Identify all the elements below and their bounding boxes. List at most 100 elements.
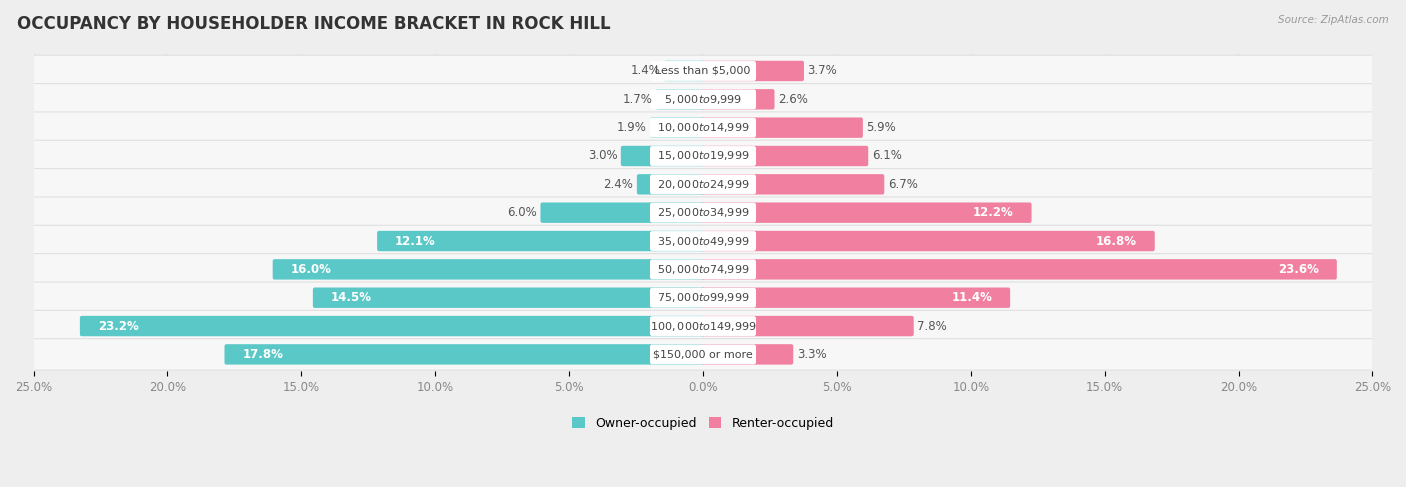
Text: 16.8%: 16.8% — [1095, 235, 1137, 247]
Text: 2.6%: 2.6% — [778, 93, 808, 106]
FancyBboxPatch shape — [540, 203, 704, 223]
Text: 7.8%: 7.8% — [917, 319, 948, 333]
FancyBboxPatch shape — [650, 344, 756, 364]
FancyBboxPatch shape — [314, 287, 704, 308]
Text: 6.0%: 6.0% — [508, 206, 537, 219]
FancyBboxPatch shape — [650, 260, 756, 279]
Text: 2.4%: 2.4% — [603, 178, 633, 191]
Text: 5.9%: 5.9% — [866, 121, 896, 134]
FancyBboxPatch shape — [702, 259, 1337, 280]
Bar — [702, 176, 793, 193]
Text: 3.7%: 3.7% — [807, 64, 837, 77]
FancyBboxPatch shape — [702, 89, 775, 110]
FancyBboxPatch shape — [650, 316, 756, 336]
FancyBboxPatch shape — [30, 84, 1376, 115]
FancyBboxPatch shape — [650, 118, 756, 137]
Bar — [671, 176, 704, 193]
FancyBboxPatch shape — [650, 61, 756, 81]
Bar — [509, 289, 704, 306]
Text: 12.1%: 12.1% — [395, 235, 436, 247]
Bar — [678, 119, 704, 136]
FancyBboxPatch shape — [30, 225, 1376, 257]
Bar — [464, 346, 704, 363]
FancyBboxPatch shape — [702, 316, 914, 336]
Bar — [702, 289, 856, 306]
Legend: Owner-occupied, Renter-occupied: Owner-occupied, Renter-occupied — [568, 412, 838, 435]
FancyBboxPatch shape — [650, 288, 756, 308]
Text: 11.4%: 11.4% — [952, 291, 993, 304]
FancyBboxPatch shape — [702, 174, 884, 194]
Text: 1.9%: 1.9% — [617, 121, 647, 134]
Text: 23.6%: 23.6% — [1278, 263, 1319, 276]
Text: $5,000 to $9,999: $5,000 to $9,999 — [664, 93, 742, 106]
Bar — [702, 318, 807, 335]
FancyBboxPatch shape — [702, 146, 869, 166]
Text: $150,000 or more: $150,000 or more — [654, 349, 752, 359]
FancyBboxPatch shape — [30, 338, 1376, 370]
Text: Source: ZipAtlas.com: Source: ZipAtlas.com — [1278, 15, 1389, 25]
Text: $50,000 to $74,999: $50,000 to $74,999 — [657, 263, 749, 276]
Bar — [702, 346, 747, 363]
FancyBboxPatch shape — [650, 203, 756, 223]
FancyBboxPatch shape — [637, 174, 704, 194]
FancyBboxPatch shape — [664, 61, 704, 81]
Bar — [702, 204, 866, 221]
Bar — [662, 148, 704, 165]
Bar — [702, 148, 785, 165]
FancyBboxPatch shape — [650, 90, 756, 109]
Text: $15,000 to $19,999: $15,000 to $19,999 — [657, 150, 749, 163]
Bar — [702, 91, 738, 108]
Text: $100,000 to $149,999: $100,000 to $149,999 — [650, 319, 756, 333]
Text: $35,000 to $49,999: $35,000 to $49,999 — [657, 235, 749, 247]
FancyBboxPatch shape — [30, 169, 1376, 200]
FancyBboxPatch shape — [30, 140, 1376, 172]
FancyBboxPatch shape — [702, 231, 1154, 251]
Text: 3.3%: 3.3% — [797, 348, 827, 361]
Text: 14.5%: 14.5% — [330, 291, 371, 304]
FancyBboxPatch shape — [621, 146, 704, 166]
Text: 23.2%: 23.2% — [98, 319, 139, 333]
Text: $75,000 to $99,999: $75,000 to $99,999 — [657, 291, 749, 304]
Text: OCCUPANCY BY HOUSEHOLDER INCOME BRACKET IN ROCK HILL: OCCUPANCY BY HOUSEHOLDER INCOME BRACKET … — [17, 15, 610, 33]
FancyBboxPatch shape — [30, 112, 1376, 143]
FancyBboxPatch shape — [650, 146, 756, 166]
FancyBboxPatch shape — [80, 316, 704, 336]
Text: 1.7%: 1.7% — [623, 93, 652, 106]
Text: 6.7%: 6.7% — [887, 178, 918, 191]
Bar — [541, 232, 704, 249]
Bar — [702, 62, 752, 79]
FancyBboxPatch shape — [273, 259, 704, 280]
Bar — [681, 91, 704, 108]
FancyBboxPatch shape — [702, 344, 793, 365]
FancyBboxPatch shape — [650, 231, 756, 251]
Bar — [702, 119, 782, 136]
Text: $20,000 to $24,999: $20,000 to $24,999 — [657, 178, 749, 191]
FancyBboxPatch shape — [650, 174, 756, 194]
Text: $25,000 to $34,999: $25,000 to $34,999 — [657, 206, 749, 219]
Bar — [702, 261, 1019, 278]
Text: Less than $5,000: Less than $5,000 — [655, 66, 751, 76]
FancyBboxPatch shape — [702, 117, 863, 138]
FancyBboxPatch shape — [225, 344, 704, 365]
Text: $10,000 to $14,999: $10,000 to $14,999 — [657, 121, 749, 134]
Text: 16.0%: 16.0% — [291, 263, 332, 276]
FancyBboxPatch shape — [30, 254, 1376, 285]
FancyBboxPatch shape — [655, 89, 704, 110]
FancyBboxPatch shape — [702, 61, 804, 81]
Bar — [623, 204, 704, 221]
Bar — [685, 62, 704, 79]
Text: 6.1%: 6.1% — [872, 150, 901, 163]
FancyBboxPatch shape — [30, 310, 1376, 342]
Text: 3.0%: 3.0% — [588, 150, 617, 163]
Text: 1.4%: 1.4% — [630, 64, 661, 77]
Bar — [702, 232, 928, 249]
Bar — [392, 318, 704, 335]
FancyBboxPatch shape — [30, 55, 1376, 87]
FancyBboxPatch shape — [702, 203, 1032, 223]
Bar — [489, 261, 704, 278]
Text: 17.8%: 17.8% — [242, 348, 283, 361]
FancyBboxPatch shape — [650, 117, 704, 138]
Text: 12.2%: 12.2% — [973, 206, 1014, 219]
FancyBboxPatch shape — [30, 197, 1376, 228]
FancyBboxPatch shape — [30, 282, 1376, 314]
